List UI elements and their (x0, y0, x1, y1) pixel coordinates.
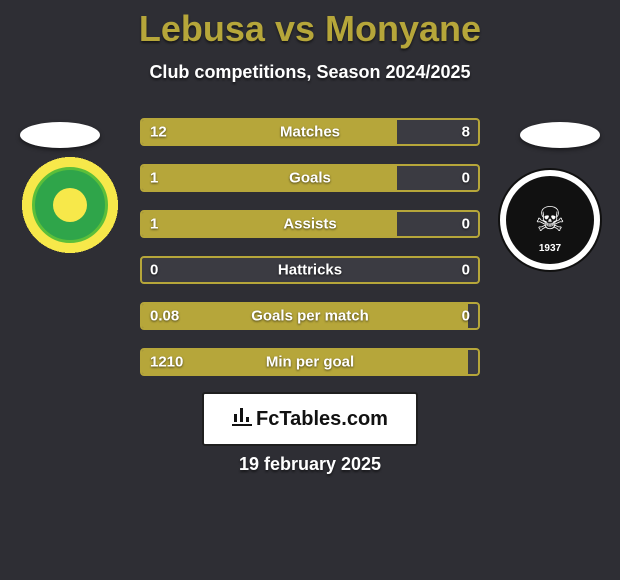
stat-label: Assists (283, 216, 336, 233)
stat-value-left: 1 (150, 216, 158, 233)
stat-label: Goals per match (251, 308, 369, 325)
stat-row: 1 0 Goals (140, 164, 480, 192)
bar-left (142, 166, 397, 190)
stat-label: Goals (289, 170, 331, 187)
branding-badge: FcTables.com (202, 392, 418, 446)
stat-label: Matches (280, 124, 340, 141)
stat-value-left: 1 (150, 170, 158, 187)
skull-icon: ☠ (535, 203, 565, 237)
stat-value-right: 8 (462, 124, 470, 141)
bar-left (142, 120, 397, 144)
stat-row: 0 0 Hattricks (140, 256, 480, 284)
flag-right (520, 122, 600, 148)
stat-row: 1 0 Assists (140, 210, 480, 238)
subtitle: Club competitions, Season 2024/2025 (0, 62, 620, 83)
stat-value-right: 0 (462, 170, 470, 187)
branding-text: FcTables.com (256, 408, 388, 431)
stat-row: 0.08 0 Goals per match (140, 302, 480, 330)
team-logo-right: ☠ 1937 (500, 170, 600, 270)
stat-value-left: 0 (150, 262, 158, 279)
flag-left (20, 122, 100, 148)
stat-row: 12 8 Matches (140, 118, 480, 146)
stat-value-right: 0 (462, 262, 470, 279)
stat-label: Hattricks (278, 262, 342, 279)
stat-value-right: 0 (462, 308, 470, 325)
vs-separator: vs (275, 8, 325, 49)
stats-container: 12 8 Matches 1 0 Goals 1 0 Assists 0 0 Hattricks 0.0… (140, 118, 480, 394)
stat-value-left: 0.08 (150, 308, 179, 325)
stat-value-left: 12 (150, 124, 167, 141)
stat-value-left: 1210 (150, 354, 183, 371)
date-text: 19 february 2025 (0, 454, 620, 475)
stat-row: 1210 Min per goal (140, 348, 480, 376)
player-left-name: Lebusa (139, 8, 265, 49)
team-logo-left (20, 155, 120, 255)
team-right-year: 1937 (539, 243, 561, 254)
bar-left (142, 212, 397, 236)
stat-label: Min per goal (266, 354, 354, 371)
player-right-name: Monyane (325, 8, 481, 49)
stat-value-right: 0 (462, 216, 470, 233)
chart-icon (232, 408, 252, 431)
page-title: Lebusa vs Monyane (0, 0, 620, 50)
